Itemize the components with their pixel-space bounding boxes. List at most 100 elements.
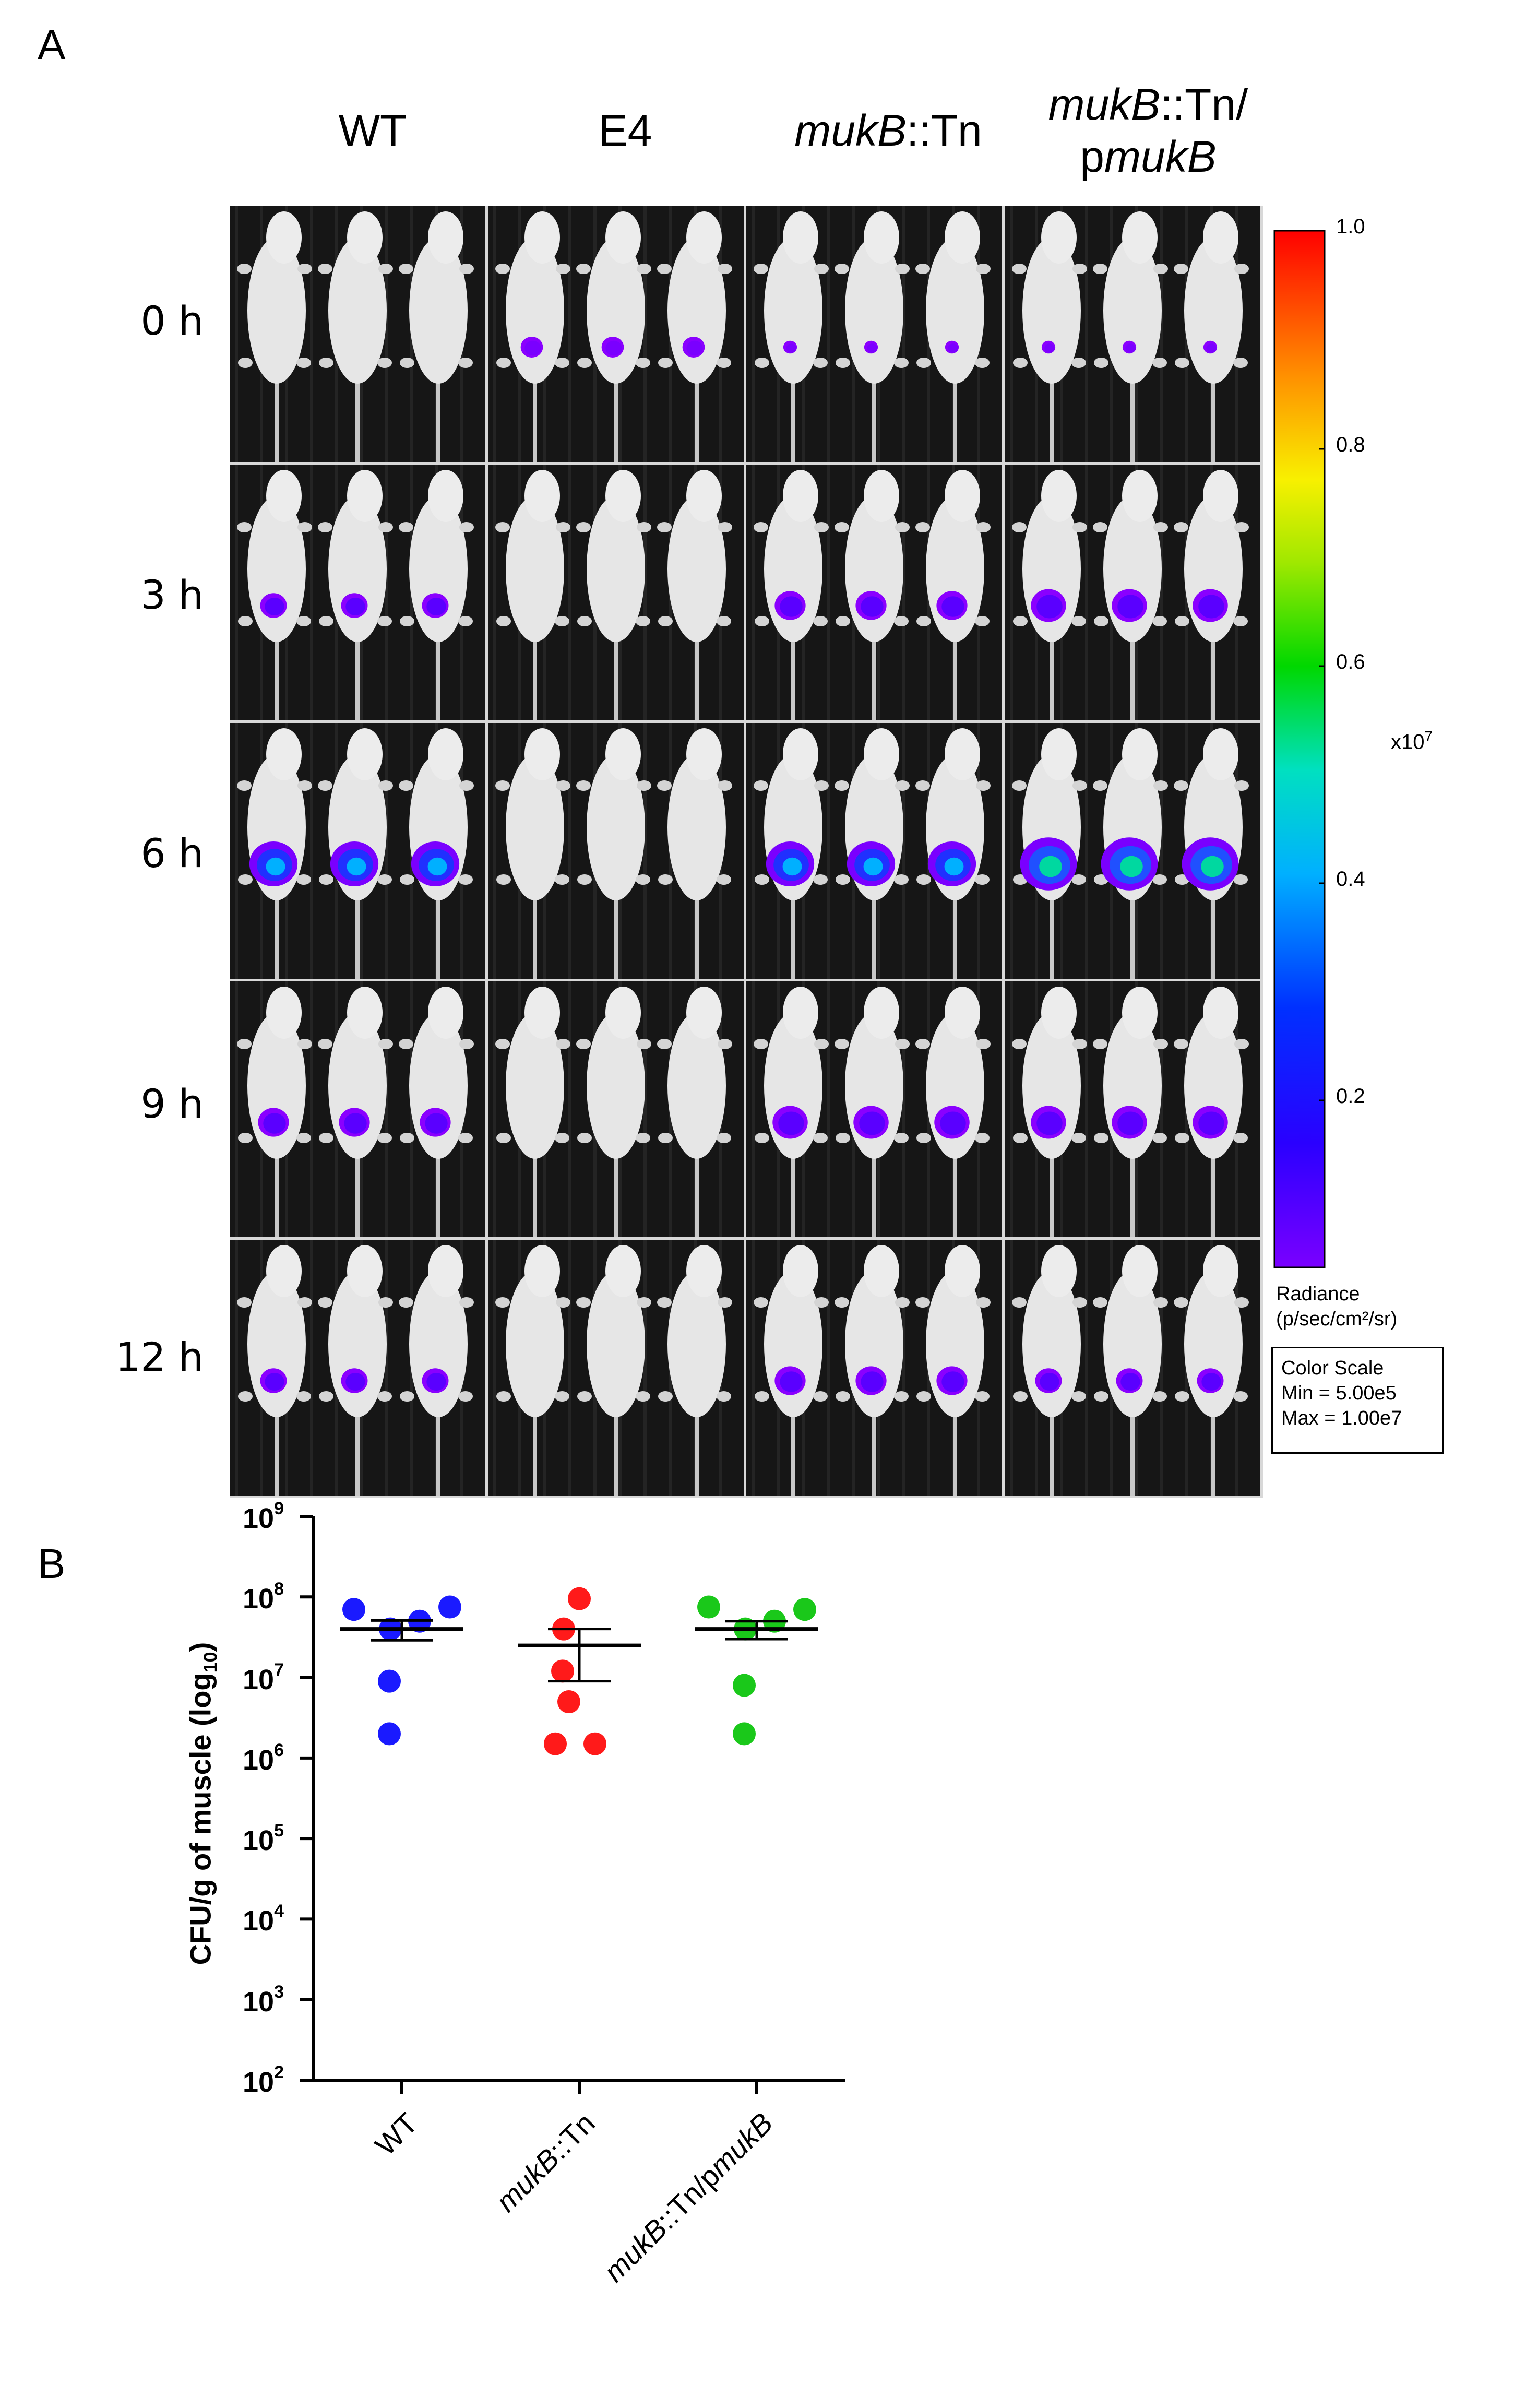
mouse xyxy=(576,1245,651,1496)
y-tick-label: 102 xyxy=(243,2062,284,2098)
mouse xyxy=(237,728,312,979)
mouse xyxy=(318,728,393,979)
mouse xyxy=(915,211,991,462)
y-tick-label: 108 xyxy=(243,1579,284,1615)
data-point xyxy=(697,1595,720,1619)
panel-a-letter: A xyxy=(38,21,66,68)
data-point xyxy=(763,1609,786,1633)
mouse xyxy=(1093,211,1168,462)
mouse xyxy=(1174,1245,1249,1496)
mouse xyxy=(318,211,393,462)
mouse-image-cell xyxy=(488,1240,744,1496)
data-point xyxy=(583,1732,606,1755)
mouse xyxy=(495,1245,570,1496)
y-axis-label: CFU/g of muscle (log10) xyxy=(184,1642,221,1965)
x-tick-label: mukB::Tn/pmukB xyxy=(597,2106,779,2288)
mouse xyxy=(1174,470,1249,720)
mouse-image-cell xyxy=(1005,723,1260,979)
mouse xyxy=(318,470,393,720)
mouse xyxy=(1174,211,1249,462)
y-tick-label: 109 xyxy=(243,1499,284,1534)
colorbar-tick-0.8: 0.8 xyxy=(1336,433,1365,456)
mouse xyxy=(915,1245,991,1496)
mouse xyxy=(1012,728,1087,979)
mouse xyxy=(576,987,651,1237)
color-scale-box: Color Scale Min = 5.00e5 Max = 1.00e7 xyxy=(1271,1347,1444,1454)
radiance-label: Radiance (p/sec/cm²/sr) xyxy=(1276,1283,1398,1330)
row-label-12h: 12 h xyxy=(115,1334,204,1380)
mouse xyxy=(915,470,991,720)
mouse xyxy=(495,470,570,720)
row-label-0h: 0 h xyxy=(140,298,204,344)
row-label-9h: 9 h xyxy=(140,1081,204,1127)
data-point xyxy=(438,1595,461,1619)
mouse-image-cell xyxy=(1005,981,1260,1237)
mouse-image-cell xyxy=(746,981,1002,1237)
column-header-mukb-tn-pmukb: mukB::Tn/ pmukB xyxy=(1048,80,1248,181)
mouse xyxy=(318,1245,393,1496)
data-point xyxy=(342,1598,365,1621)
mouse xyxy=(915,728,991,979)
data-point xyxy=(551,1659,574,1683)
color-scale-min: Min = 5.00e5 xyxy=(1281,1382,1397,1404)
data-point xyxy=(408,1609,431,1633)
mouse xyxy=(237,470,312,720)
column-header-e4: E4 xyxy=(598,106,652,155)
mouse xyxy=(1093,987,1168,1237)
colorbar-multiplier: x107 xyxy=(1391,728,1433,754)
mouse-image-cell xyxy=(488,981,744,1237)
mouse xyxy=(495,211,570,462)
mouse xyxy=(657,211,732,462)
mouse xyxy=(657,1245,732,1496)
mouse xyxy=(1012,1245,1087,1496)
mouse xyxy=(237,987,312,1237)
mouse xyxy=(318,987,393,1237)
panel-b-letter: B xyxy=(38,1540,66,1587)
mouse xyxy=(1174,728,1249,979)
mouse xyxy=(237,1245,312,1496)
mouse xyxy=(1093,1245,1168,1496)
mouse xyxy=(1012,987,1087,1237)
data-point xyxy=(734,1617,757,1641)
data-point xyxy=(733,1674,756,1697)
mouse xyxy=(754,211,829,462)
mouse-image-cell xyxy=(230,723,485,979)
colorbar-tick-1.0: 1.0 xyxy=(1336,215,1365,238)
x-tick-label: mukB::Tn xyxy=(490,2106,602,2219)
mouse-image-cell xyxy=(746,206,1002,462)
mouse xyxy=(754,470,829,720)
mouse xyxy=(1012,470,1087,720)
data-point xyxy=(733,1722,756,1746)
data-point xyxy=(379,1617,402,1641)
mouse xyxy=(835,728,910,979)
mouse xyxy=(754,728,829,979)
column-header-mukb-tn: mukB::Tn xyxy=(794,106,982,155)
colorbar xyxy=(1273,230,1326,1268)
mouse xyxy=(576,470,651,720)
mouse xyxy=(657,728,732,979)
mouse-image-cell xyxy=(746,1240,1002,1496)
mouse-image-cell xyxy=(746,465,1002,720)
mouse xyxy=(495,987,570,1237)
data-point xyxy=(793,1598,816,1621)
mouse xyxy=(835,211,910,462)
data-point xyxy=(557,1690,580,1714)
mouse xyxy=(657,987,732,1237)
y-tick-label: 106 xyxy=(243,1740,284,1776)
data-point xyxy=(378,1722,401,1746)
colorbar-tick-0.4: 0.4 xyxy=(1336,868,1365,891)
mouse xyxy=(1093,728,1168,979)
mouse-image-cell xyxy=(230,981,485,1237)
mouse-image-cell xyxy=(1005,1240,1260,1496)
data-point xyxy=(378,1669,401,1693)
mouse xyxy=(399,728,474,979)
y-tick-label: 104 xyxy=(243,1901,284,1937)
x-tick-label: WT xyxy=(368,2106,424,2162)
mouse-image-cell xyxy=(488,723,744,979)
colorbar-gradient xyxy=(1273,230,1326,1268)
colorbar-tick-marks xyxy=(1319,230,1325,1101)
mouse-image-cell xyxy=(1005,206,1260,462)
row-label-6h: 6 h xyxy=(140,830,204,876)
mouse xyxy=(495,728,570,979)
mouse-image-cell xyxy=(488,206,744,462)
